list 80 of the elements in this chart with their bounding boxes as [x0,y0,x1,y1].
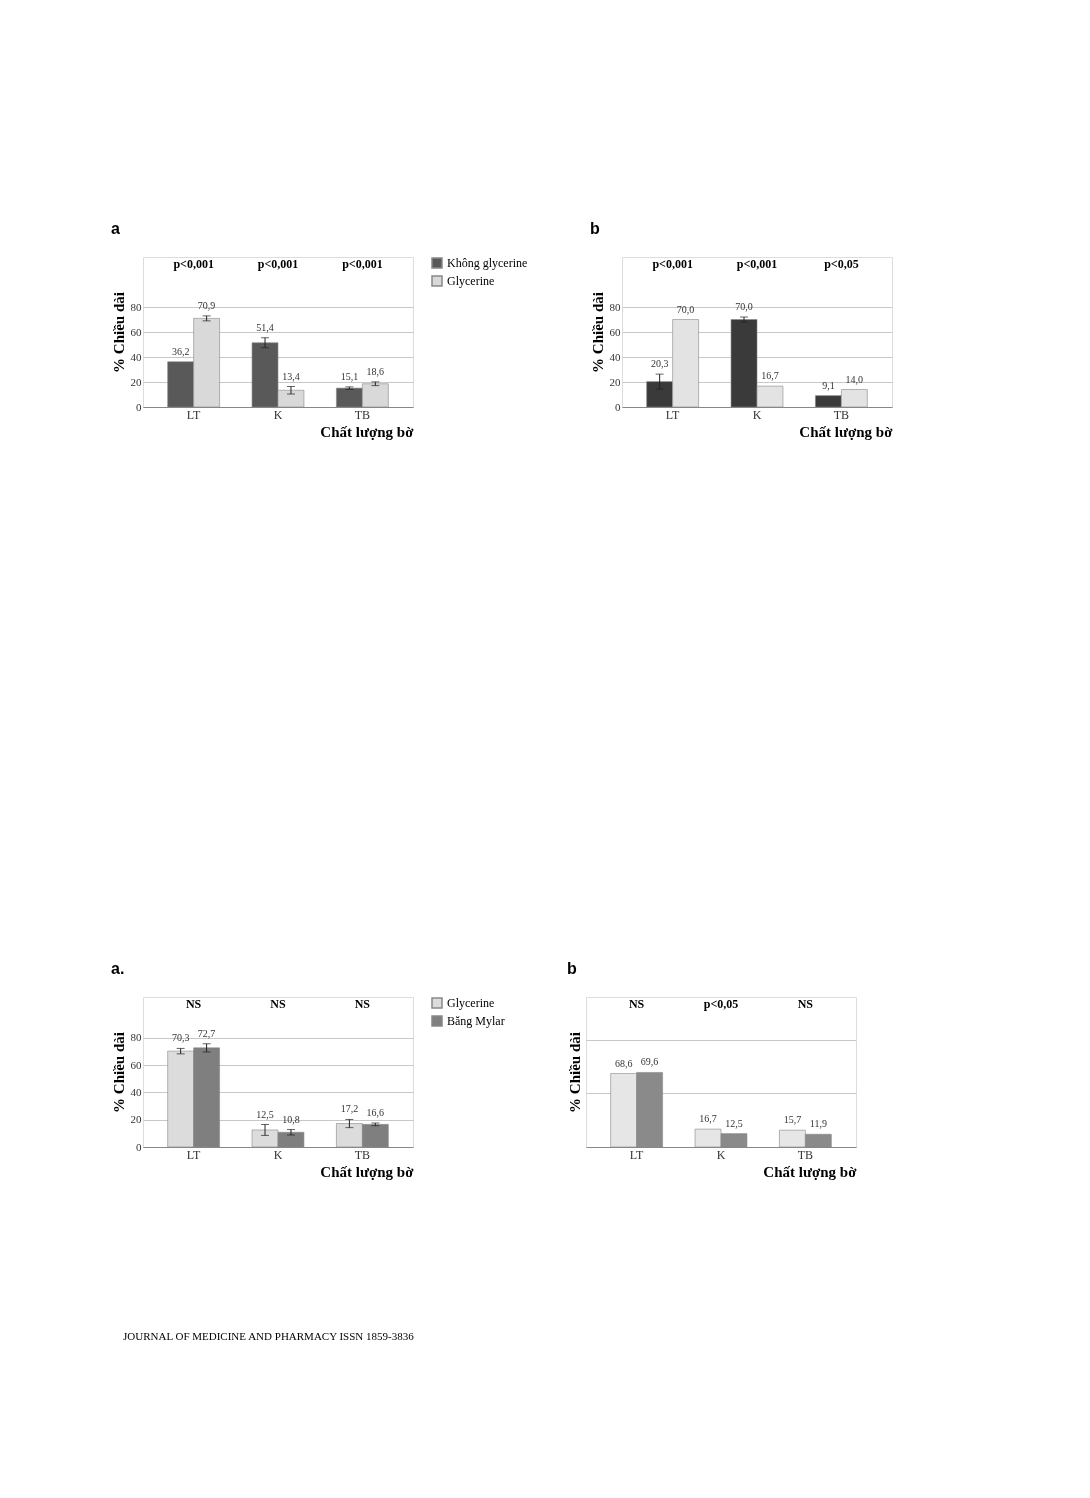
x-tick-label: LT [665,407,681,422]
annotation: p<0,05 [824,257,859,271]
y-tick-label: 20 [609,375,621,388]
y-tick-label: 0 [615,400,621,413]
y-tick-label: 20 [130,375,142,388]
y-tick-label: 20 [130,1113,142,1126]
y-axis-title: % Chiều dài [589,292,606,373]
chart-title: a. [111,960,125,977]
data-label: 14,0 [845,373,864,385]
x-axis-title: Chất lượng bờ [320,423,415,440]
data-label: 72,7 [197,1027,216,1039]
data-label: 68,6 [614,1057,633,1069]
y-axis-title: % Chiều dài [110,292,127,373]
legend-label: Không glycerine [447,256,528,270]
legend-label: Băng Mylar [447,1014,505,1028]
data-label: 9,1 [822,379,835,391]
data-label: 16,7 [761,370,779,382]
x-tick-label: TB [797,1147,814,1162]
annotation: NS [628,997,645,1011]
x-tick-label: LT [186,407,202,422]
y-tick-label: 40 [130,1085,142,1098]
data-label: 17,2 [340,1103,359,1115]
y-tick-label: 60 [130,1058,142,1071]
data-label: 15,7 [783,1114,802,1126]
data-label: 70,9 [197,299,216,311]
data-label: 16,6 [366,1107,385,1118]
annotation: p<0,001 [736,257,778,271]
y-tick-label: 80 [609,300,621,313]
x-tick-label: TB [833,407,850,422]
text: JOURNAL OF MEDICINE AND PHARMACY ISSN 1859-3836 [123,1330,415,1342]
annotation: p<0,001 [652,257,693,271]
y-axis-title: % Chiều dài [566,1032,583,1113]
annotation: NS [797,997,814,1011]
x-tick-label: LT [629,1147,645,1162]
chart-title: a [111,220,120,237]
data-label: 12,5 [725,1117,743,1129]
y-tick-label: 40 [130,350,142,363]
y-axis-title: % Chiều dài [110,1032,127,1113]
x-tick-label: LT [186,1147,202,1162]
data-label: 12,5 [256,1108,274,1120]
y-tick-label: 0 [136,1140,142,1153]
y-tick-label: 80 [130,1031,142,1044]
data-label: 70,3 [171,1032,190,1044]
data-label: 69,6 [640,1056,659,1068]
y-tick-label: 40 [609,350,621,363]
x-axis-title: Chất lượng bờ [763,1163,858,1180]
x-tick-label: K [716,1147,726,1162]
annotation: NS [185,997,202,1011]
data-label: 10,8 [282,1113,300,1125]
y-tick-label: 80 [130,300,142,313]
legend-label: Glycerine [447,996,495,1010]
y-tick-label: 60 [130,325,142,338]
data-label: 51,4 [256,321,274,333]
x-tick-label: K [273,1147,283,1162]
x-tick-label: TB [354,407,371,422]
y-tick-label: 60 [609,325,621,338]
data-label: 20,3 [650,358,669,370]
data-label: 70,0 [676,303,695,315]
x-tick-label: K [752,407,762,422]
legend-label: Glycerine [447,274,495,288]
data-label: 11,9 [809,1118,827,1130]
data-label: 18,6 [366,365,385,377]
annotation: NS [354,997,371,1011]
data-label: 36,2 [171,345,190,357]
chart-title: b [567,960,577,977]
x-tick-label: K [273,407,283,422]
data-label: 13,4 [282,370,300,382]
data-label: 15,1 [340,370,359,382]
annotation: p<0,001 [173,257,214,271]
x-axis-title: Chất lượng bờ [799,423,894,440]
annotation: p<0,001 [257,257,299,271]
annotation: NS [270,997,286,1011]
annotation: p<0,001 [342,257,383,271]
data-label: 16,7 [699,1113,717,1125]
x-tick-label: TB [354,1147,371,1162]
data-label: 70,0 [735,301,753,312]
chart-title: b [590,220,600,237]
annotation: p<0,05 [703,997,739,1011]
y-tick-label: 0 [136,400,142,413]
x-axis-title: Chất lượng bờ [320,1163,415,1180]
